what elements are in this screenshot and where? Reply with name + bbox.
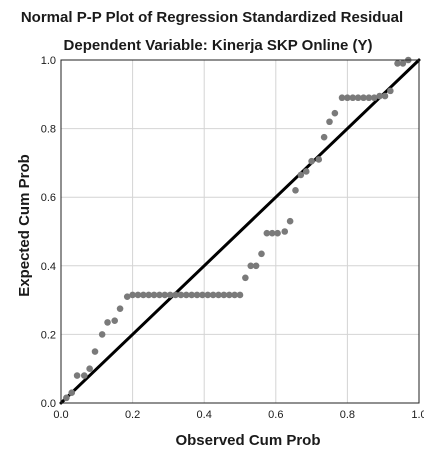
data-point [387, 87, 394, 95]
y-tick-label: 0.2 [41, 329, 56, 341]
data-point [199, 291, 206, 299]
data-point [116, 305, 124, 312]
data-point [381, 92, 389, 100]
data-point [236, 291, 244, 299]
data-point [98, 331, 106, 338]
data-point [150, 291, 158, 299]
data-point [166, 291, 174, 299]
data-point [268, 229, 276, 237]
x-tick-label: 0.2 [125, 409, 140, 421]
data-point [145, 291, 153, 299]
reference-line [59, 58, 421, 405]
data-point [111, 317, 118, 324]
x-tick-label: 1.0 [411, 409, 424, 421]
data-point [247, 262, 255, 270]
data-point [104, 319, 111, 326]
data-point [376, 92, 383, 100]
data-point [129, 291, 136, 299]
data-point [297, 171, 305, 179]
data-point [331, 109, 339, 117]
data-point [274, 229, 281, 237]
data-point [242, 274, 249, 282]
data-point [349, 94, 357, 102]
reference-line-group [59, 58, 421, 405]
data-point [123, 293, 131, 300]
chart-subtitle: Dependent Variable: Kinerja SKP Online (… [63, 37, 373, 54]
data-point [80, 372, 88, 379]
data-point [281, 228, 289, 235]
data-point [354, 94, 362, 102]
data-point [172, 291, 179, 299]
tick-labels: 0.0 0.2 0.4 0.6 0.8 1.0 0.0 0.2 0.4 0.6 0.8 1.0 [41, 55, 424, 421]
data-point [338, 94, 346, 102]
y-tick-label: 0.8 [41, 124, 56, 136]
data-point [394, 60, 401, 67]
plot-frame [60, 59, 420, 404]
data-point [209, 291, 217, 299]
y-tick-label: 1.0 [41, 55, 56, 67]
data-point [315, 156, 323, 163]
data-point [183, 291, 190, 299]
x-tick-label: 0.0 [53, 409, 68, 421]
data-point [308, 157, 315, 165]
data-point [63, 394, 70, 402]
y-tick-label: 0.4 [41, 261, 56, 273]
x-tick-label: 0.4 [197, 409, 212, 421]
data-point [231, 291, 238, 299]
x-axis-title: Observed Cum Prob [175, 432, 320, 449]
data-point [73, 372, 81, 379]
data-point [263, 229, 271, 237]
data-point [68, 389, 76, 397]
y-tick-label: 0.6 [41, 192, 56, 204]
data-point [370, 94, 378, 102]
data-point [188, 291, 195, 299]
data-point [156, 291, 163, 299]
y-axis-title: Expected Cum Prob [16, 154, 33, 297]
data-point [326, 118, 333, 126]
data-points [63, 56, 412, 402]
data-point [365, 94, 373, 102]
data-point [204, 291, 212, 299]
data-point [134, 291, 142, 299]
data-point [252, 262, 260, 270]
data-point [193, 291, 201, 299]
x-tick-label: 0.8 [340, 409, 355, 421]
data-point [140, 291, 147, 299]
grid [61, 60, 419, 403]
data-point [360, 94, 367, 102]
data-point [344, 94, 351, 102]
data-point [286, 217, 294, 225]
data-point [220, 291, 228, 299]
data-point [177, 291, 185, 299]
y-tick-label: 0.0 [41, 398, 56, 410]
chart-title: Normal P-P Plot of Regression Standardiz… [20, 9, 404, 26]
data-point [258, 250, 265, 258]
data-point [91, 348, 99, 355]
data-point [215, 291, 222, 299]
data-point [320, 133, 328, 141]
data-point [161, 291, 169, 299]
x-tick-label: 0.6 [268, 409, 283, 421]
data-point [86, 365, 93, 373]
data-point [399, 60, 407, 67]
data-point [302, 168, 310, 175]
data-point [292, 187, 299, 194]
data-point [225, 291, 233, 299]
